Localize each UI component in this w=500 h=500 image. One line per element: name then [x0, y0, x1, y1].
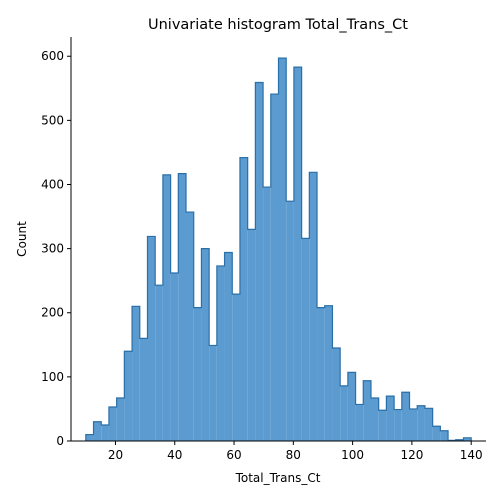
- histogram-bar: [155, 285, 163, 441]
- chart-title: Univariate histogram Total_Trans_Ct: [148, 17, 408, 33]
- histogram-bar: [394, 409, 402, 441]
- histogram-bar: [355, 404, 364, 441]
- x-tick-label: 20: [108, 448, 123, 462]
- y-tick-label: 600: [41, 49, 64, 63]
- y-axis-label: Count: [15, 221, 29, 257]
- histogram-bar: [417, 405, 425, 441]
- y-ticks-group: 0 100 200 300 400 500 600: [41, 49, 71, 448]
- histogram-bar: [139, 338, 148, 441]
- y-tick-label: 0: [56, 434, 64, 448]
- histogram-bar: [309, 172, 318, 442]
- y-tick-label: 500: [41, 113, 64, 127]
- histogram-bar: [409, 408, 418, 441]
- histogram-bar: [286, 201, 294, 441]
- histogram-bar: [239, 157, 248, 442]
- histogram-bar: [340, 385, 348, 441]
- y-tick-label: 400: [41, 177, 64, 191]
- histogram-bar: [378, 410, 387, 441]
- histogram-bar: [178, 173, 187, 442]
- histogram-bar: [440, 430, 449, 441]
- x-tick-label: 60: [226, 448, 241, 462]
- histogram-bar: [116, 398, 125, 441]
- histogram-bar: [455, 439, 464, 441]
- y-tick-label: 100: [41, 370, 64, 384]
- histogram-bar: [132, 306, 140, 441]
- histogram-outline: [85, 57, 472, 441]
- x-tick-label: 100: [341, 448, 364, 462]
- histogram-bar: [324, 305, 333, 441]
- x-tick-label: 140: [460, 448, 483, 462]
- histogram-bar: [216, 265, 225, 441]
- histogram-bar: [209, 345, 217, 441]
- histogram-bar: [170, 272, 179, 441]
- y-tick-label: 200: [41, 306, 64, 320]
- x-axis-label: Total_Trans_Ct: [235, 471, 321, 485]
- histogram-bar: [301, 238, 310, 441]
- histogram-bar: [347, 372, 356, 441]
- histogram-bar: [278, 58, 287, 442]
- histogram-bar: [147, 236, 156, 441]
- histogram-bar: [263, 187, 271, 441]
- histogram-bar: [193, 307, 202, 441]
- histogram-bar: [232, 294, 240, 441]
- histogram-bar: [101, 424, 109, 441]
- x-tick-label: 40: [167, 448, 182, 462]
- histogram-bar: [401, 392, 410, 441]
- histogram-bar: [224, 252, 233, 441]
- histogram-bar: [386, 396, 395, 441]
- histogram-bar: [424, 408, 433, 441]
- histogram-bar: [463, 437, 472, 441]
- histogram-bar: [332, 348, 341, 441]
- histogram-bar: [317, 307, 325, 441]
- histogram-bar: [247, 229, 256, 441]
- histogram-bar: [93, 421, 102, 441]
- histogram-bar: [124, 351, 133, 441]
- y-tick-label: 300: [41, 242, 64, 256]
- histogram-bar: [370, 398, 379, 441]
- x-tick-label: 80: [286, 448, 301, 462]
- histogram-bar: [432, 426, 441, 441]
- histogram-bar: [108, 407, 117, 441]
- histogram-bar: [85, 434, 94, 441]
- histogram-bar: [293, 67, 302, 441]
- histogram-bar: [186, 212, 194, 441]
- histogram-bar: [162, 174, 171, 441]
- histogram-bar: [201, 248, 210, 441]
- histogram-bar: [270, 94, 279, 442]
- bars-group: [85, 57, 472, 442]
- histogram-bar: [363, 380, 371, 441]
- histogram-bar: [255, 82, 264, 442]
- x-tick-label: 120: [400, 448, 423, 462]
- x-ticks-group: 20 40 60 80 100 120 140: [108, 441, 483, 462]
